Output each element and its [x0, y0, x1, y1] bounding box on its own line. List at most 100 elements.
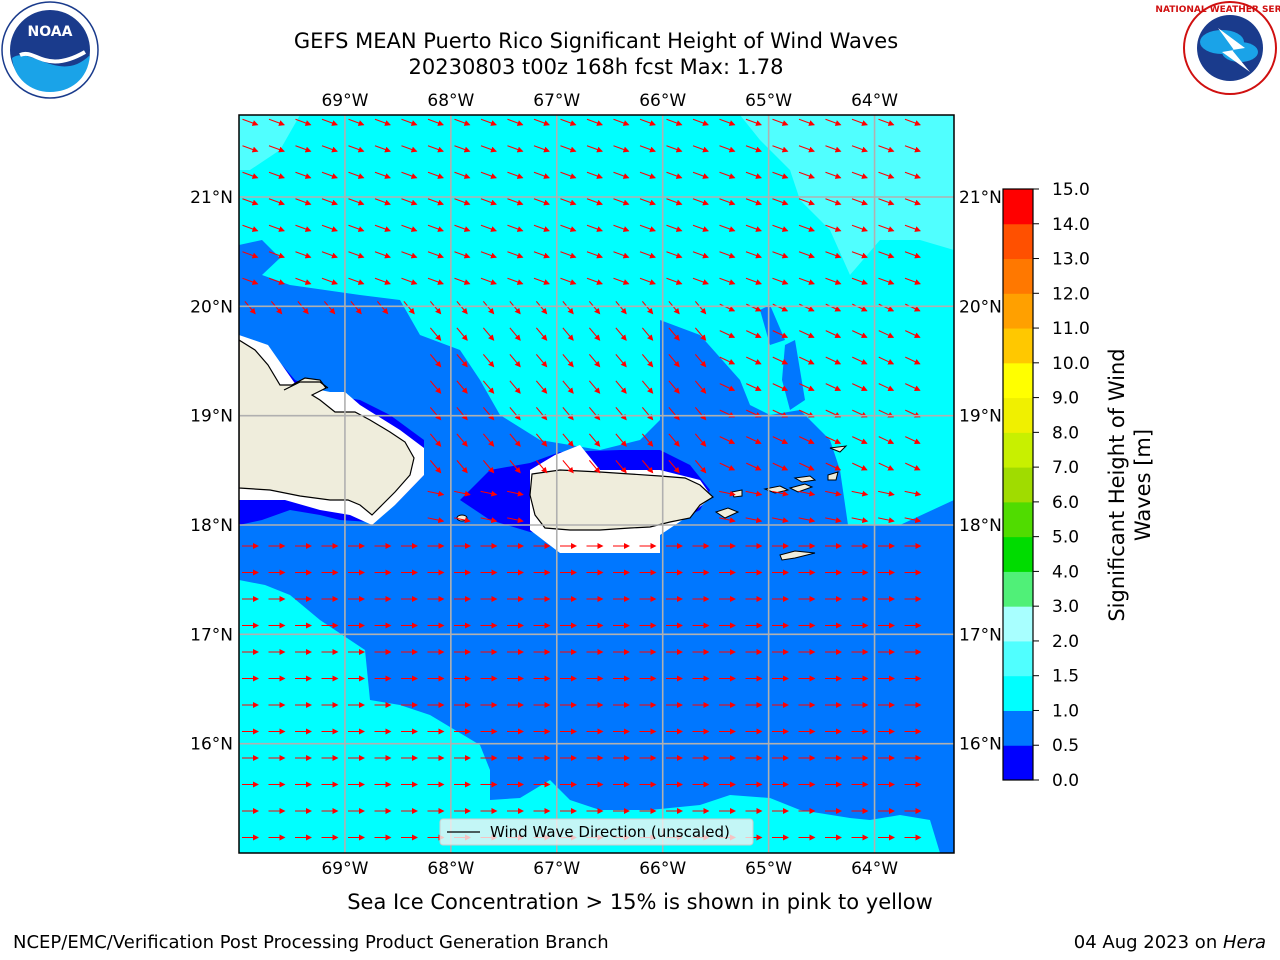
colorbar-segment: [1003, 293, 1033, 329]
wind-arrow: [401, 251, 418, 259]
lat-tick-label: 20°N: [959, 297, 1002, 317]
wind-arrow: [480, 145, 497, 153]
noaa-logo: NOAA: [1, 1, 99, 99]
wind-arrow: [639, 224, 656, 232]
wind-arrow: [535, 354, 548, 368]
wind-arrow: [798, 224, 815, 232]
colorbar-segment: [1003, 571, 1033, 607]
wind-arrow: [772, 330, 789, 338]
wind-arrow: [692, 171, 709, 179]
wind-arrow: [454, 517, 471, 524]
wind-arrow: [429, 433, 442, 447]
wind-arrow: [904, 145, 921, 153]
colorbar-tick-label: 11.0: [1052, 319, 1090, 339]
wind-arrow: [562, 460, 574, 474]
wind-arrow: [615, 354, 627, 368]
wind-arrow: [533, 145, 550, 153]
wind-arrow: [694, 301, 707, 315]
wind-arrow: [852, 356, 868, 365]
wind-arrow: [535, 433, 548, 447]
wind-arrow: [719, 118, 736, 126]
wind-arrow: [456, 380, 468, 394]
colorbar-segment: [1003, 467, 1033, 503]
wind-arrow: [586, 251, 603, 259]
wind-arrow: [321, 277, 338, 285]
wind-arrow: [456, 327, 468, 341]
wind-arrow: [533, 277, 550, 285]
wind-arrow: [851, 277, 868, 285]
wind-arrow: [533, 198, 550, 206]
wind-arrow: [588, 460, 601, 474]
footer-host: Hera: [1222, 932, 1266, 953]
wind-arrow: [454, 145, 471, 153]
wind-arrow: [586, 198, 603, 206]
colorbar-tick-label: 4.0: [1052, 562, 1079, 582]
wind-arrow: [560, 171, 577, 179]
colorbar-label-line2: Waves [m]: [1131, 429, 1155, 541]
wind-arrow: [798, 490, 816, 497]
colorbar-segment: [1003, 536, 1033, 572]
wind-arrow: [482, 380, 495, 394]
wind-arrow: [772, 198, 789, 206]
wind-arrow: [613, 277, 630, 285]
wind-arrow: [588, 327, 601, 341]
wind-arrow: [772, 436, 789, 444]
wind-arrow: [905, 383, 921, 391]
wind-arrow: [905, 436, 921, 444]
wind-arrow: [321, 145, 338, 153]
wind-arrow: [588, 433, 601, 447]
wind-arrow: [745, 517, 763, 524]
wind-arrow: [482, 354, 495, 368]
wind-arrow: [692, 251, 709, 259]
lat-tick-label: 19°N: [959, 407, 1002, 427]
wind-arrow: [509, 301, 521, 315]
wind-arrow: [694, 460, 707, 474]
wind-arrow: [641, 354, 654, 368]
wind-arrow: [878, 303, 895, 312]
wind-arrow: [456, 301, 468, 315]
wind-arrow: [825, 198, 842, 206]
wind-arrow: [588, 301, 601, 315]
colorbar-segment: [1003, 745, 1033, 781]
wind-arrow: [745, 118, 762, 126]
wind-arrow: [613, 198, 630, 206]
wind-arrow: [694, 354, 707, 368]
wind-arrow: [668, 327, 680, 341]
colorbar-tick-label: 2.0: [1052, 632, 1079, 652]
wind-arrow: [427, 251, 444, 259]
footer-date-text: 04 Aug 2023 on: [1073, 932, 1223, 953]
wind-arrow: [904, 251, 921, 259]
noaa-logo-text: NOAA: [28, 24, 73, 40]
wind-arrow: [613, 224, 630, 232]
wind-arrow: [639, 118, 656, 126]
wind-arrow: [799, 383, 815, 391]
colorbar-segment: [1003, 328, 1033, 364]
wind-arrow: [825, 330, 842, 338]
map-tick-labels: 69°W 69°W 68°W 68°W 67°W 67°W 66°W 66°W 65°W 65°W…: [190, 91, 1002, 879]
lon-tick-label: 64°W: [851, 859, 898, 879]
lon-tick-label: 65°W: [745, 859, 792, 879]
wind-arrow: [562, 354, 574, 368]
wind-arrow: [533, 251, 550, 259]
wind-arrow: [427, 171, 444, 179]
wind-arrow: [852, 330, 868, 338]
wind-arrow: [507, 198, 524, 206]
wind-arrow: [429, 380, 442, 394]
lat-tick-label: 18°N: [190, 516, 233, 536]
wind-arrow: [321, 198, 338, 206]
wind-arrow: [268, 171, 285, 179]
colorbar-label-line1: Significant Height of Wind: [1105, 348, 1129, 621]
wind-arrow: [295, 224, 312, 232]
wind-arrow: [348, 224, 365, 232]
colorbar-tick-label: 3.0: [1052, 597, 1079, 617]
wind-arrow: [851, 145, 868, 153]
wind-arrow: [560, 118, 577, 126]
wind-arrow: [825, 517, 842, 524]
wind-arrow: [878, 330, 895, 338]
wind-arrow: [615, 460, 627, 474]
wind-arrow: [694, 407, 707, 421]
wind-arrow: [507, 490, 524, 497]
wind-arrow: [745, 490, 763, 497]
wind-arrow: [348, 251, 365, 259]
colorbar-segment: [1003, 223, 1033, 260]
